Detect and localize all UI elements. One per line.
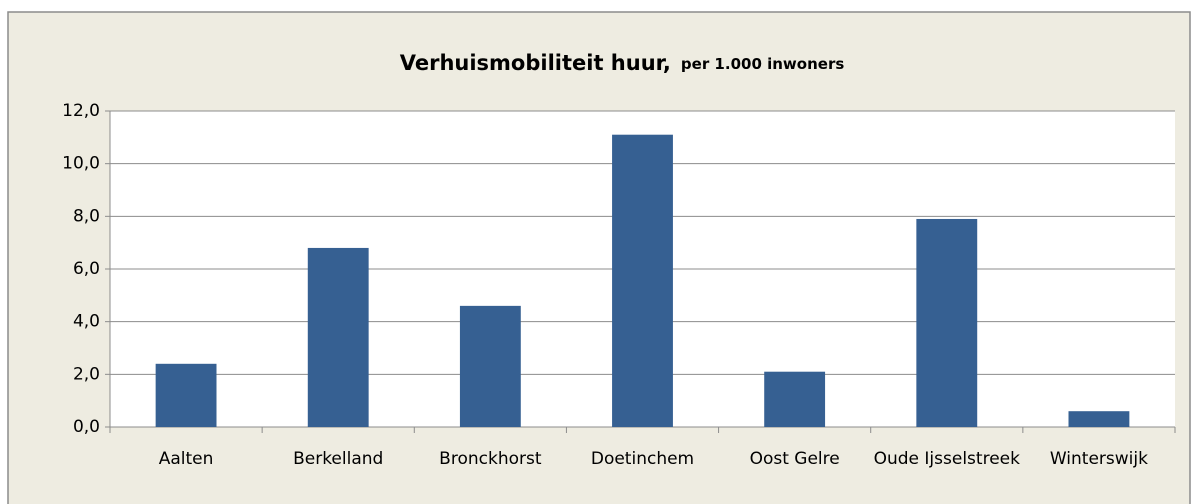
bar [155, 363, 217, 427]
x-tick-label: Winterswijk [1050, 449, 1148, 469]
y-tick-label: 6,0 [73, 259, 100, 279]
x-tick-label: Aalten [159, 449, 214, 469]
y-tick-label: 8,0 [73, 206, 100, 226]
bar [459, 305, 521, 427]
bar [307, 247, 369, 427]
y-tick-label: 10,0 [62, 154, 100, 174]
subtitle: per 1.000 inwoners [681, 55, 844, 73]
bar [1068, 411, 1130, 427]
bar [916, 218, 978, 427]
title: Verhuismobiliteit huur, [400, 51, 671, 75]
y-tick-label: 12,0 [62, 101, 100, 121]
bar [764, 371, 826, 427]
x-tick-label: Oude Ijsselstreek [874, 449, 1020, 469]
y-tick-label: 0,0 [73, 417, 100, 437]
x-tick-label: Bronckhorst [439, 449, 542, 469]
bar [612, 134, 673, 427]
x-tick-label: Oost Gelre [750, 449, 840, 469]
x-tick-label: Doetinchem [591, 449, 694, 469]
x-tick-label: Berkelland [293, 449, 383, 469]
y-tick-label: 2,0 [73, 364, 100, 384]
y-tick-label: 4,0 [73, 312, 100, 332]
chart-title: Verhuismobiliteit huur, per 1.000 inwoner… [400, 51, 845, 75]
